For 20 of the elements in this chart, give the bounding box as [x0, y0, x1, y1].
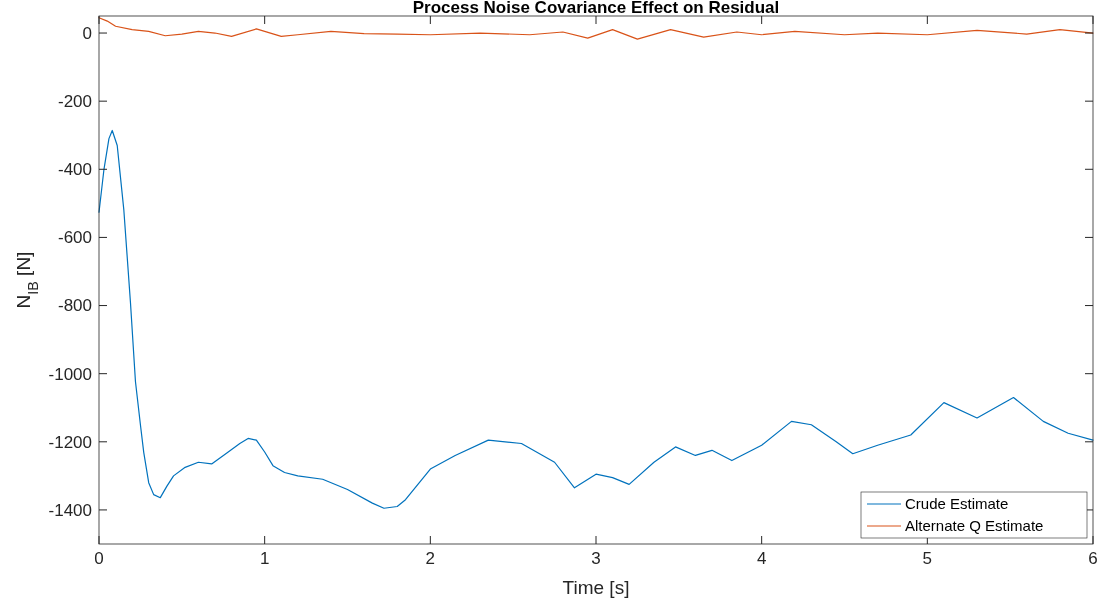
- y-tick-label: 0: [82, 23, 92, 43]
- x-tick-label: 6: [1088, 549, 1098, 568]
- x-tick-label: 0: [94, 549, 104, 568]
- line-series: [98, 129, 1094, 509]
- y-tick-label: -800: [57, 296, 92, 316]
- chart-title: Process Noise Covariance Effect on Residual: [412, 0, 780, 17]
- x-tick-label: 1: [259, 549, 270, 568]
- x-tick-label: 3: [591, 549, 601, 568]
- y-tick-label: -1400: [48, 500, 92, 520]
- x-tick-label: 2: [425, 549, 436, 568]
- y-tick-label: -1200: [48, 432, 92, 452]
- y-tick-label: -1000: [48, 364, 92, 384]
- y-tick-label: -200: [57, 92, 92, 112]
- legend-label: Alternate Q Estimate: [905, 517, 1044, 535]
- x-axis-title: Time [s]: [562, 577, 630, 598]
- y-tick-label: -600: [57, 228, 92, 248]
- x-tick-label: 5: [922, 549, 933, 568]
- legend-label: Crude Estimate: [905, 495, 1009, 513]
- y-tick-label: -400: [57, 160, 92, 180]
- x-tick-label: 4: [756, 549, 767, 568]
